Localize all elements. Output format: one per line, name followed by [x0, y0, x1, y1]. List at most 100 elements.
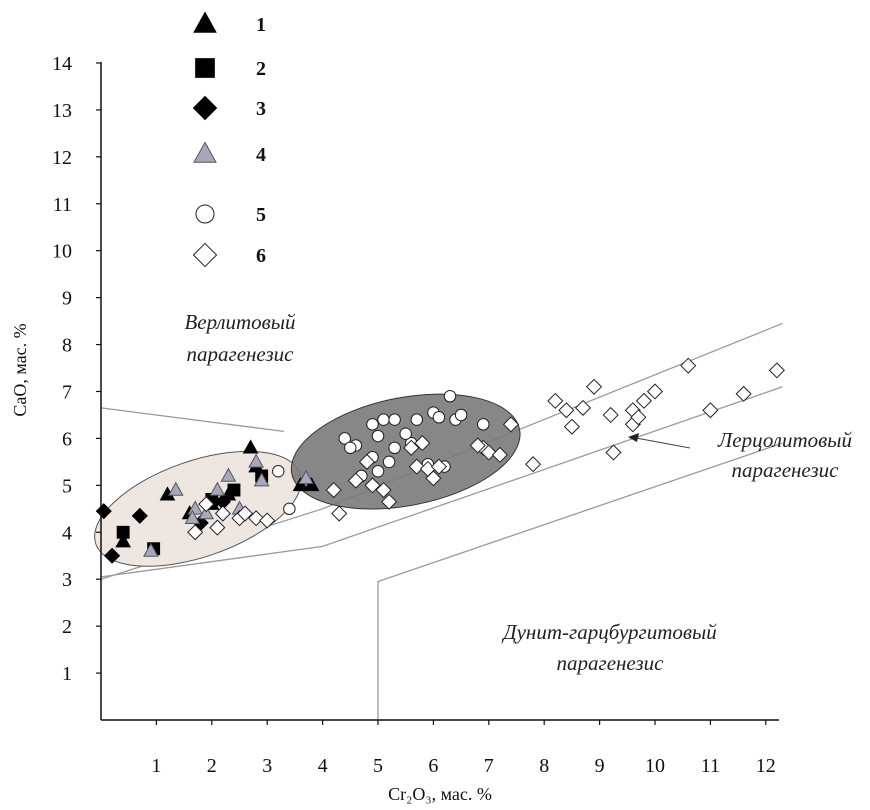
data-point	[563, 418, 580, 435]
legend-marker	[192, 242, 218, 268]
x-tick-label: 9	[595, 755, 605, 777]
legend-item-2: 2	[195, 58, 266, 80]
svg-text:Лерцолитовый: Лерцолитовый	[717, 428, 852, 452]
data-point	[491, 446, 508, 463]
x-axis-title: Cr₂O₃, мас. %	[388, 784, 492, 804]
data-point	[184, 509, 201, 524]
data-point	[702, 402, 719, 419]
legend-item-6: 6	[192, 242, 266, 268]
data-point	[131, 507, 148, 524]
x-tick-label: 2	[207, 755, 217, 777]
data-point	[454, 408, 468, 422]
legend-marker	[195, 204, 215, 224]
data-point	[408, 458, 425, 475]
data-point	[432, 411, 446, 424]
data-point	[283, 502, 296, 516]
data-point	[410, 413, 424, 426]
data-point	[344, 441, 357, 455]
data-point	[115, 533, 132, 548]
legend-marker	[193, 141, 217, 163]
legend-label: 2	[256, 58, 266, 80]
lherzolite-arrow	[628, 433, 691, 449]
data-point	[209, 519, 226, 536]
y-tick-label: 13	[52, 100, 72, 122]
svg-text:Верлитовый: Верлитовый	[184, 310, 296, 334]
legend-label: 5	[256, 204, 266, 226]
legend-item-3: 3	[192, 95, 266, 121]
x-tick-label: 6	[428, 755, 438, 777]
legend-marker	[195, 58, 215, 78]
data-point	[377, 413, 390, 426]
data-point	[477, 418, 490, 431]
data-point	[399, 427, 412, 440]
data-point	[187, 500, 204, 515]
data-point	[198, 505, 215, 520]
svg-text:парагенезис: парагенезис	[732, 458, 840, 482]
data-point	[371, 429, 385, 443]
series-1	[115, 439, 320, 548]
y-tick-label: 7	[62, 381, 72, 403]
data-point	[630, 409, 647, 426]
data-point	[227, 483, 241, 497]
y-tick-label: 9	[62, 288, 72, 310]
data-point	[635, 392, 652, 409]
data-point	[381, 493, 398, 510]
region-label-lherzolite: Лерцолитовый парагенезис	[717, 428, 852, 482]
data-point	[116, 525, 130, 539]
data-point	[325, 481, 342, 499]
data-point	[525, 456, 542, 473]
series-4	[143, 453, 314, 557]
y-tick-label: 4	[62, 522, 72, 544]
data-point	[347, 472, 364, 489]
data-point	[366, 418, 379, 431]
svg-text:Дунит-гарцбургитовый: Дунит-гарцбургитовый	[501, 620, 717, 644]
field-boundary-line	[100, 386, 783, 578]
y-tick-label: 10	[52, 241, 72, 263]
data-point	[375, 481, 392, 499]
data-point	[425, 470, 442, 487]
data-point	[382, 455, 396, 469]
y-tick-label: 11	[53, 194, 72, 216]
data-point	[586, 378, 603, 395]
data-point	[331, 505, 348, 522]
data-point	[298, 469, 314, 485]
data-point	[646, 383, 664, 400]
y-tick-label: 6	[62, 428, 72, 450]
data-point	[259, 512, 276, 529]
x-tick-label: 3	[262, 755, 272, 777]
data-point	[292, 476, 309, 492]
data-point	[242, 439, 259, 454]
data-point	[480, 444, 497, 461]
legend-item-5: 5	[195, 204, 266, 226]
series-6	[187, 357, 785, 541]
data-point	[253, 472, 270, 487]
x-tick-label: 4	[318, 755, 328, 777]
legend-marker	[192, 95, 218, 121]
data-point	[104, 547, 121, 564]
svg-text:парагенезис: парагенезис	[557, 651, 665, 675]
data-point	[198, 496, 215, 513]
data-point	[680, 357, 697, 374]
data-point	[358, 453, 375, 470]
data-point	[248, 453, 264, 468]
data-point	[236, 505, 254, 522]
region-label-dunite: Дунит-гарцбургитовый парагенезис	[501, 620, 717, 675]
data-point	[338, 432, 352, 445]
data-point	[502, 416, 520, 433]
data-point	[430, 458, 447, 475]
y-tick-label: 14	[52, 53, 72, 75]
field-boundary-line	[100, 407, 284, 433]
data-point	[143, 542, 159, 557]
legend-label: 4	[256, 144, 266, 166]
region-label-wehrlite: Верлитовый парагенезис	[184, 310, 296, 366]
svg-text:парагенезис: парагенезис	[187, 342, 295, 366]
data-point	[768, 362, 785, 379]
data-point	[605, 444, 622, 461]
data-point	[558, 402, 575, 419]
y-tick-label: 12	[52, 147, 72, 169]
legend-item-1: 1	[193, 11, 266, 36]
data-point	[209, 481, 226, 496]
y-tick-label: 2	[62, 616, 72, 638]
